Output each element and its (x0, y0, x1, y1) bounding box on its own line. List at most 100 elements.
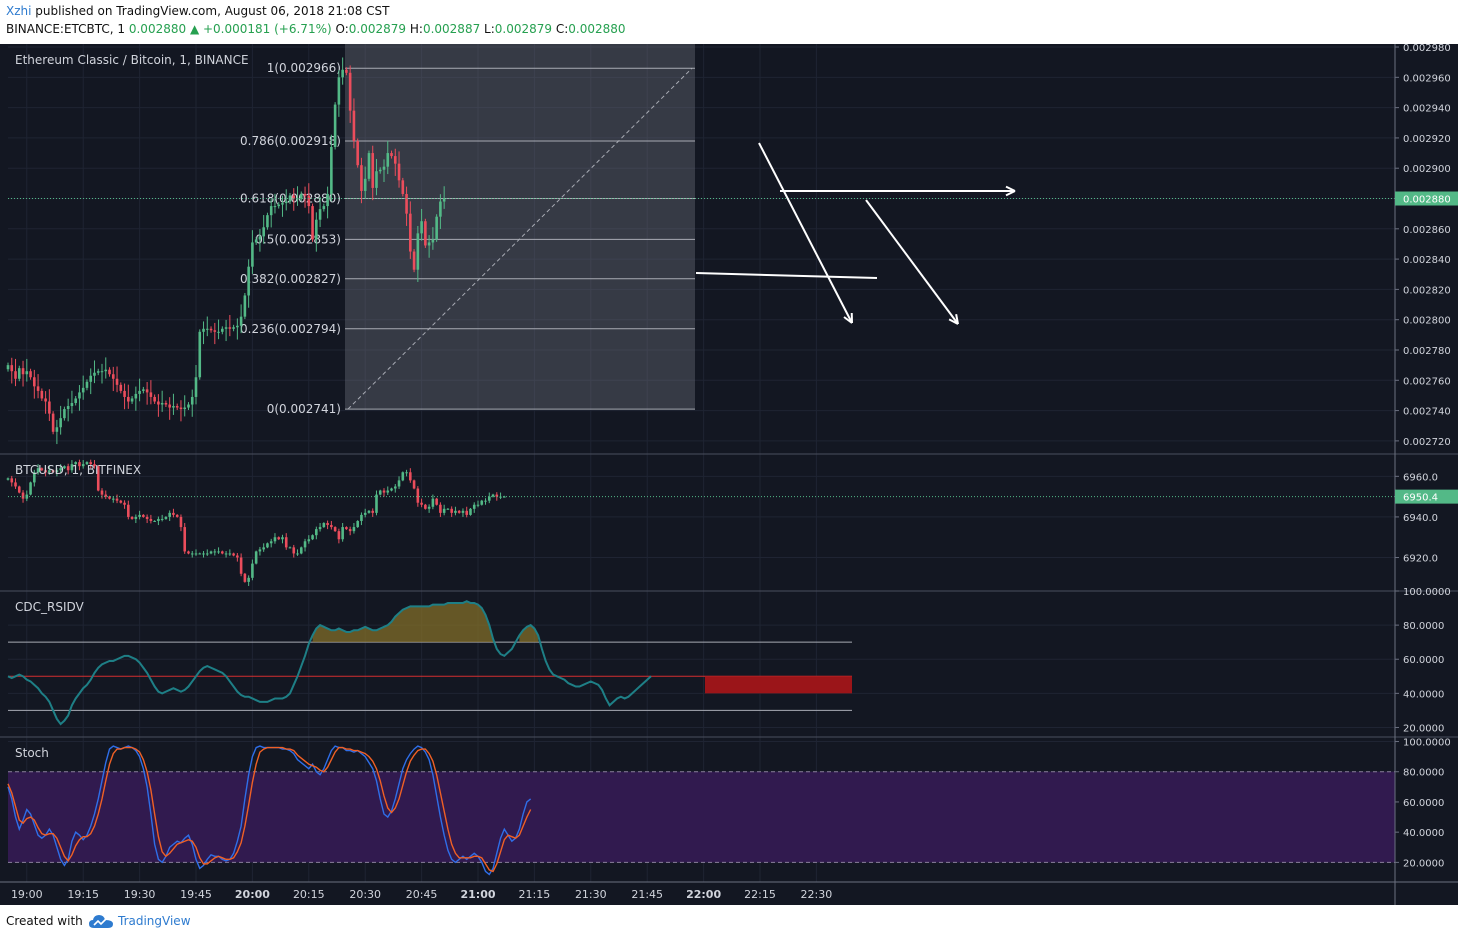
candle-body (239, 557, 243, 574)
candle-body (175, 514, 179, 517)
candle-body (70, 403, 74, 407)
candle-body (390, 488, 393, 491)
candle-body (333, 104, 337, 148)
low-label: L: (484, 22, 495, 36)
candle-body (221, 328, 224, 332)
candle-body (48, 401, 51, 414)
candle-body (262, 547, 265, 550)
author-name[interactable]: Xzhi (6, 4, 32, 18)
trend-line (843, 316, 853, 324)
candle-body (281, 203, 284, 205)
candle-body (228, 327, 232, 329)
candle-body (243, 573, 247, 582)
candle-body (412, 480, 416, 489)
candle-body (33, 472, 36, 483)
candle-body (315, 219, 318, 240)
candle-body (439, 504, 442, 513)
symbol-name: BINANCE:ETCBTC, 1 (6, 22, 126, 36)
time-tick-label: 21:00 (460, 888, 495, 901)
candle-body (469, 508, 472, 515)
candle-body (284, 201, 288, 204)
candle-body (322, 523, 326, 528)
candle-body (495, 494, 499, 497)
price-tick-label: 0.002860 (1403, 225, 1451, 236)
candle-body (262, 227, 265, 237)
candle-body (205, 553, 209, 555)
candle-body (397, 480, 401, 487)
candle-body (179, 516, 183, 528)
candle-body (157, 401, 160, 405)
candle-body (81, 387, 85, 393)
candle-body (6, 478, 10, 480)
time-tick-label: 19:15 (67, 888, 99, 901)
candle-body (337, 77, 341, 105)
candle-body (356, 520, 359, 528)
candle-body (209, 328, 213, 331)
close-label: C: (555, 22, 569, 36)
candle-body (341, 527, 344, 540)
candle-body (123, 390, 126, 397)
candle-body (420, 221, 423, 234)
candle-body (104, 369, 108, 372)
price-tick-label: 6920.0 (1403, 554, 1438, 565)
candle-body (217, 331, 220, 333)
candle-body (409, 472, 412, 481)
candle-body (153, 396, 156, 402)
candle-body (330, 147, 333, 194)
candle-body (14, 482, 17, 487)
candle-body (352, 110, 356, 141)
candle-body (89, 375, 93, 382)
candle-body (194, 377, 198, 397)
price-tick-label: 40.0000 (1403, 689, 1444, 700)
chart-canvas[interactable]: 1(0.002966)0.786(0.002918)0.618(0.002880… (0, 44, 1458, 905)
rsi-line (7, 600, 652, 726)
candle-body (85, 381, 89, 388)
candle-body (138, 390, 141, 394)
candle-body (232, 327, 235, 329)
trend-line (948, 318, 959, 325)
candle-body (236, 325, 239, 328)
candle-body (461, 510, 465, 513)
candle-body (254, 239, 258, 243)
candle-body (36, 386, 40, 391)
last-price-badge (1395, 191, 1458, 206)
candle-body (326, 523, 329, 526)
candle-body (427, 506, 431, 509)
candle-body (457, 510, 461, 513)
candle-body (217, 551, 220, 553)
candle-body (420, 502, 423, 505)
time-tick-label: 22:00 (686, 888, 721, 901)
candle-body (431, 239, 435, 243)
publish-header: Xzhi published on TradingView.com, Augus… (0, 0, 1458, 44)
candle-body (127, 396, 130, 402)
candle-body (251, 563, 254, 578)
candle-body (412, 251, 416, 270)
candle-body (221, 551, 224, 554)
last-price: 0.002880 (128, 22, 187, 36)
price-tick-label: 0.002900 (1403, 164, 1451, 175)
time-tick-label: 22:30 (801, 888, 833, 901)
candle-body (352, 527, 356, 532)
candle-body (247, 266, 250, 296)
candle-body (337, 531, 341, 540)
candle-body (119, 500, 123, 503)
candle-body (10, 365, 14, 372)
candle-body (401, 180, 405, 194)
low-value: 0.002879 (494, 22, 553, 36)
candle-body (360, 514, 363, 521)
candle-body (100, 371, 104, 373)
candle-body (70, 464, 74, 471)
candle-body (228, 553, 232, 555)
candle-body (378, 169, 382, 172)
candle-body (81, 464, 85, 467)
tradingview-brand[interactable]: TradingView (118, 914, 191, 928)
last-price-value: 6950.4 (1403, 493, 1438, 504)
fib-range-shade (345, 44, 695, 410)
price-tick-label: 20.0000 (1403, 858, 1444, 869)
tradingview-cloud-icon[interactable] (88, 912, 114, 930)
candle-body (277, 537, 281, 540)
candle-body (17, 368, 21, 379)
candle-body (93, 372, 96, 376)
price-tick-label: 0.002980 (1403, 44, 1451, 54)
candle-body (375, 494, 378, 513)
